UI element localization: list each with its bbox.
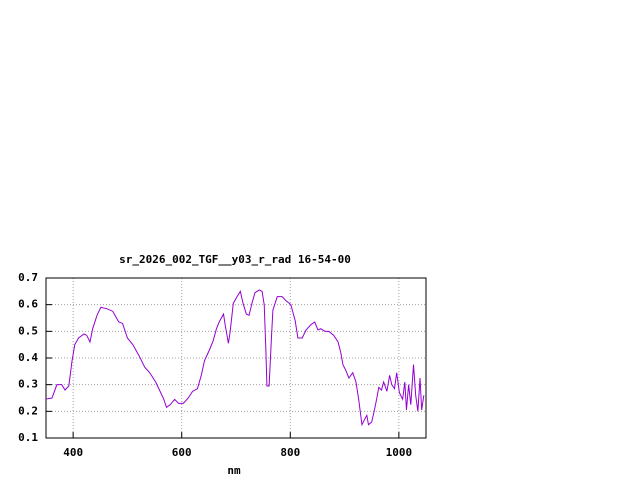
- x-tick-label: 600: [172, 446, 192, 459]
- x-tick-label: 400: [63, 446, 83, 459]
- y-tick-label: 0.3: [18, 378, 38, 391]
- y-tick-label: 0.5: [18, 324, 38, 337]
- x-tick-label: 1000: [386, 446, 413, 459]
- y-tick-label: 0.7: [18, 271, 38, 284]
- y-tick-label: 0.2: [18, 404, 38, 417]
- data-line: [45, 289, 425, 427]
- x-axis-label: nm: [227, 464, 241, 477]
- y-tick-label: 0.4: [18, 351, 38, 364]
- plot-border: [45, 277, 427, 439]
- y-tick-label: 0.1: [18, 431, 38, 444]
- y-tick-label: 0.6: [18, 298, 38, 311]
- x-tick-label: 800: [280, 446, 300, 459]
- chart-title: sr_2026_002_TGF__y03_r_rad 16-54-00: [119, 253, 351, 266]
